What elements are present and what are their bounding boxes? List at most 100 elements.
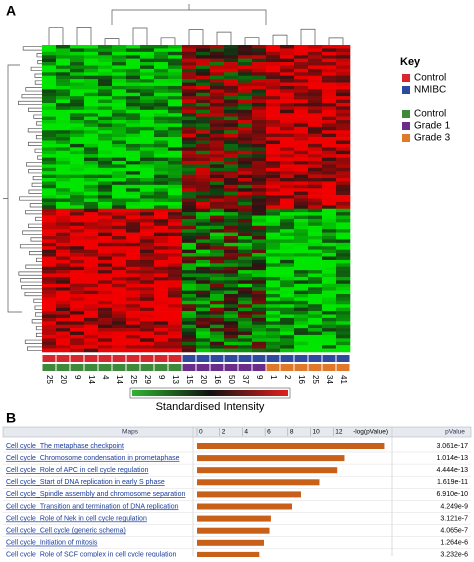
heatmap-cell [56,160,71,165]
map-link[interactable]: Cell cycle_Role of APC in cell cycle reg… [6,467,149,474]
map-link[interactable]: Cell cycle_Role of SCF complex in cell c… [6,552,177,559]
heatmap-cell [224,276,239,281]
heatmap-cell [224,239,239,244]
heatmap-cell [140,201,155,206]
heatmap-cell [42,45,57,49]
heatmap-cell [56,68,71,73]
heatmap-cell [42,150,57,155]
heatmap-cell [224,102,239,107]
heatmap-cell [126,201,141,206]
pvalue: 6.910e-10 [436,491,468,498]
map-link[interactable]: Cell cycle_Transition and termination of… [6,503,179,510]
heatmap-cell [56,239,71,244]
heatmap-cell [322,287,337,291]
heatmap-cell [70,314,85,319]
heatmap-cell [98,314,113,319]
heatmap-cell [336,92,351,97]
heatmap-cell [252,270,267,274]
heatmap-cell [266,178,281,182]
heatmap-cell [112,256,127,261]
heatmap-cell [322,300,337,305]
heatmap-cell [336,201,351,206]
dendro-branch [216,31,232,45]
heatmap-cell [266,109,281,114]
heatmap-cell [98,65,113,70]
heatmap-cell [224,348,239,353]
heatmap-cell [308,317,323,322]
heatmap-cell [294,311,309,315]
heatmap-cell [252,89,267,94]
heatmap-cell [252,287,267,291]
map-link[interactable]: Cell cycle_Cell cycle (generic schema) [6,528,126,535]
heatmap-cell [56,334,71,339]
heatmap-cell [112,191,127,196]
map-link[interactable]: Cell cycle_Start of DNA replication in e… [6,479,165,486]
heatmap-cell [98,218,113,223]
heatmap-cell [224,82,239,87]
heatmap-cell [98,198,113,203]
heatmap-cell [336,266,351,271]
heatmap-cell [266,246,281,250]
heatmap-cell [70,143,85,148]
heatmap-cell [84,280,99,285]
map-link[interactable]: Cell cycle_Spindle assembly and chromoso… [6,491,185,498]
heatmap-cell [70,256,85,261]
heatmap-cell [168,140,183,145]
heatmap-cell [308,102,323,107]
heatmap-cell [252,171,267,175]
heatmap-cell [84,266,99,271]
heatmap-cell [140,280,155,285]
heatmap-cell [112,160,127,165]
heatmap-cell [70,154,85,158]
map-link[interactable]: Cell cycle_The metaphase checkpoint [6,443,124,450]
heatmap-cell [182,85,197,90]
heatmap-cell [224,294,239,298]
heatmap-cell [182,120,197,124]
heatmap-cell [140,171,155,175]
heatmap-cell [168,321,183,326]
heatmap-cell [126,116,141,121]
heatmap-cell [168,317,183,322]
dendro-branch [244,37,260,45]
map-link[interactable]: Cell cycle_Initiation of mitosis [6,540,98,547]
dendro-branch [19,196,42,201]
heatmap-cell [266,82,281,87]
heatmap-cell [294,184,309,189]
heatmap-cell [196,160,211,165]
heatmap-cell [70,106,85,111]
x-tick-label: 6 [267,429,271,436]
heatmap-cell [98,85,113,90]
heatmap-cell [308,126,323,131]
heatmap-cell [280,65,295,70]
heatmap-cell [42,307,57,312]
heatmap-cell [42,290,57,295]
heatmap-cell [238,160,253,165]
group-strip [294,355,308,362]
heatmap-cell [336,85,351,90]
heatmap-cell [112,345,127,349]
heatmap-cell [98,276,113,281]
heatmap-cell [84,212,99,216]
heatmap-cell [98,143,113,148]
heatmap-cell [84,311,99,315]
map-link[interactable]: Cell cycle_Chromosome condensation in pr… [6,455,180,462]
pvalue: 1.264e-6 [440,540,468,547]
heatmap-cell [140,294,155,298]
group-strip [168,355,182,362]
heatmap-cell [168,215,183,220]
map-link[interactable]: Cell cycle_Role of Nek in cell cycle reg… [6,515,147,522]
sample-label: 25 [311,375,320,384]
heatmap-cell [238,167,253,172]
heatmap-cell [70,218,85,223]
heatmap-cell [322,283,337,288]
heatmap-cell [336,314,351,319]
heatmap-cell [42,178,57,182]
heatmap-cell [168,218,183,223]
key-swatch [402,86,410,94]
heatmap-cell [224,123,239,128]
heatmap-cell [140,120,155,124]
heatmap-cell [322,79,337,83]
heatmap-cell [168,276,183,281]
heatmap-cell [84,92,99,97]
heatmap-cell [98,338,113,343]
